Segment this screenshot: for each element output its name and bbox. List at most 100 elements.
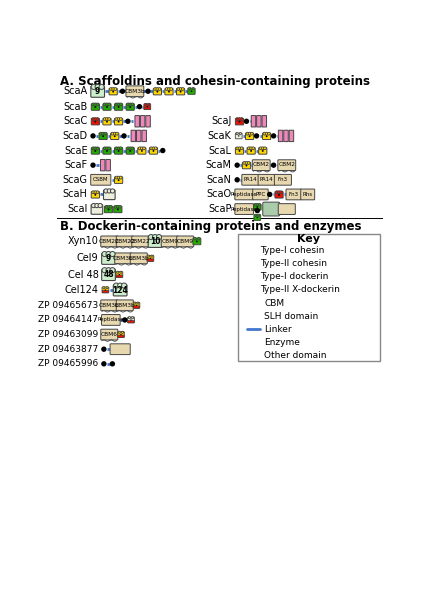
FancyBboxPatch shape: [106, 160, 110, 171]
Text: ScaG: ScaG: [62, 175, 88, 185]
Circle shape: [267, 192, 273, 197]
Circle shape: [250, 260, 253, 263]
FancyBboxPatch shape: [193, 238, 201, 245]
Circle shape: [262, 147, 264, 149]
Circle shape: [95, 150, 96, 152]
FancyBboxPatch shape: [113, 284, 127, 296]
Circle shape: [104, 132, 107, 135]
Circle shape: [109, 205, 112, 208]
Circle shape: [106, 118, 108, 121]
FancyBboxPatch shape: [286, 189, 301, 200]
Circle shape: [125, 119, 131, 124]
Circle shape: [131, 103, 134, 106]
Circle shape: [108, 147, 110, 149]
FancyBboxPatch shape: [102, 290, 109, 292]
FancyBboxPatch shape: [238, 233, 380, 361]
FancyBboxPatch shape: [247, 261, 255, 267]
Circle shape: [252, 274, 254, 275]
Circle shape: [96, 103, 99, 106]
FancyBboxPatch shape: [133, 302, 140, 308]
Text: Xyn10: Xyn10: [68, 236, 98, 247]
Text: Fn3: Fn3: [289, 192, 299, 197]
Circle shape: [96, 147, 99, 149]
Circle shape: [193, 238, 196, 240]
Text: Other domain: Other domain: [265, 351, 327, 360]
FancyBboxPatch shape: [128, 320, 134, 323]
Circle shape: [129, 147, 132, 149]
Circle shape: [104, 147, 106, 149]
Circle shape: [256, 203, 259, 206]
Circle shape: [248, 260, 250, 263]
FancyBboxPatch shape: [116, 236, 134, 247]
FancyBboxPatch shape: [176, 88, 185, 95]
Text: ScaE: ScaE: [64, 146, 88, 155]
Circle shape: [106, 106, 108, 108]
Circle shape: [114, 88, 117, 91]
FancyBboxPatch shape: [278, 203, 295, 214]
Text: ZP 09465996: ZP 09465996: [38, 359, 98, 368]
Circle shape: [238, 118, 241, 121]
Circle shape: [252, 287, 254, 289]
Circle shape: [131, 317, 134, 319]
Circle shape: [151, 255, 153, 257]
FancyBboxPatch shape: [147, 259, 154, 261]
FancyBboxPatch shape: [177, 236, 194, 247]
Circle shape: [168, 88, 170, 91]
Circle shape: [258, 203, 261, 206]
FancyBboxPatch shape: [278, 160, 296, 170]
Circle shape: [266, 136, 268, 137]
Text: Peptidase: Peptidase: [231, 206, 258, 212]
Circle shape: [191, 91, 192, 92]
Circle shape: [119, 176, 122, 179]
Circle shape: [254, 133, 259, 139]
Circle shape: [105, 289, 106, 290]
Circle shape: [117, 209, 119, 211]
Circle shape: [247, 147, 250, 149]
Text: ScaB: ScaB: [63, 101, 88, 112]
Circle shape: [107, 209, 110, 211]
Circle shape: [154, 147, 157, 149]
Circle shape: [250, 276, 252, 278]
Circle shape: [252, 260, 254, 263]
FancyBboxPatch shape: [258, 175, 275, 185]
Circle shape: [118, 179, 119, 181]
FancyBboxPatch shape: [289, 130, 294, 142]
FancyBboxPatch shape: [103, 118, 111, 125]
Circle shape: [181, 88, 184, 91]
FancyBboxPatch shape: [116, 300, 134, 311]
Circle shape: [122, 331, 124, 334]
Circle shape: [239, 133, 241, 135]
FancyBboxPatch shape: [284, 130, 288, 142]
FancyBboxPatch shape: [110, 133, 119, 140]
Text: CBM22: CBM22: [130, 239, 151, 244]
FancyBboxPatch shape: [116, 275, 122, 277]
Circle shape: [248, 287, 251, 289]
Circle shape: [137, 302, 139, 304]
Circle shape: [258, 214, 260, 217]
Circle shape: [99, 85, 104, 89]
Circle shape: [140, 147, 143, 149]
FancyBboxPatch shape: [102, 269, 116, 281]
Text: ScaD: ScaD: [62, 131, 88, 141]
Text: 9: 9: [95, 87, 100, 96]
Circle shape: [91, 85, 96, 89]
Circle shape: [197, 238, 200, 240]
Circle shape: [158, 88, 161, 91]
Text: ScaO: ScaO: [207, 190, 232, 199]
Circle shape: [271, 133, 276, 139]
FancyBboxPatch shape: [235, 133, 242, 139]
Circle shape: [145, 103, 147, 106]
Circle shape: [92, 191, 95, 194]
Circle shape: [96, 191, 99, 194]
FancyBboxPatch shape: [262, 116, 267, 127]
Text: ScaF: ScaF: [65, 160, 88, 170]
Circle shape: [268, 132, 270, 135]
Circle shape: [238, 147, 241, 149]
FancyBboxPatch shape: [137, 130, 141, 142]
Text: 124: 124: [112, 286, 128, 295]
Circle shape: [250, 147, 253, 149]
Circle shape: [94, 103, 97, 106]
Circle shape: [106, 121, 108, 122]
Circle shape: [252, 147, 255, 149]
Circle shape: [112, 91, 114, 92]
